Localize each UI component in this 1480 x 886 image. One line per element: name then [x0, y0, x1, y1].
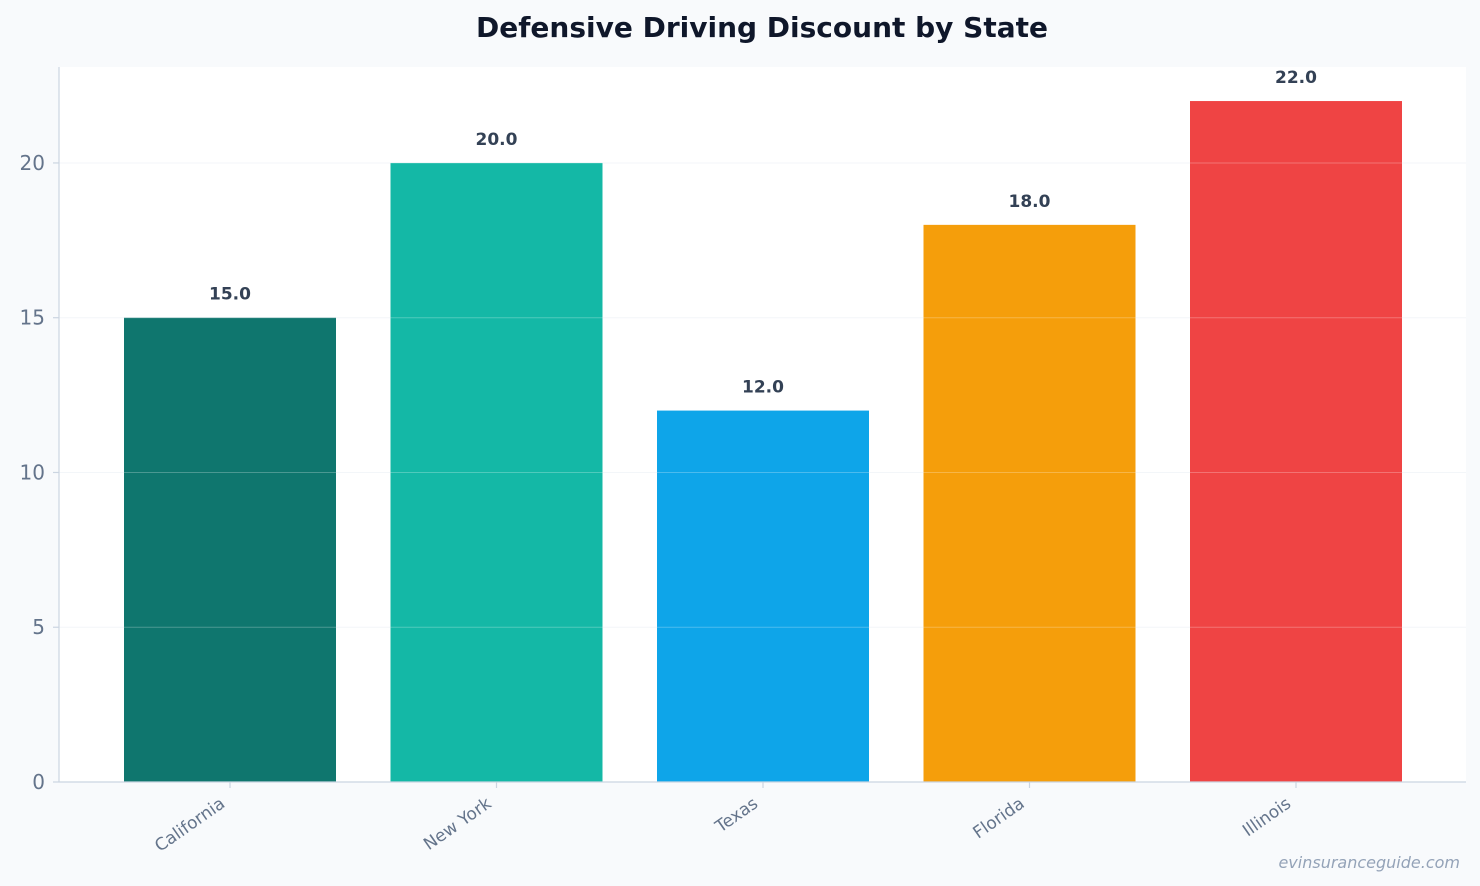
data-label: 18.0	[1009, 192, 1051, 212]
y-tick-label: 15	[20, 306, 45, 330]
watermark-text: evinsuranceguide.com	[1278, 853, 1460, 872]
y-tick-label: 10	[20, 460, 45, 484]
bar-new-york	[390, 162, 603, 782]
x-tick-label: Illinois	[1239, 794, 1295, 841]
x-tick-label: Florida	[970, 794, 1029, 844]
y-tick-label: 20	[20, 151, 45, 175]
x-tick-label: California	[151, 794, 229, 857]
x-tick-label: New York	[420, 794, 495, 855]
bar-florida	[923, 224, 1136, 782]
x-tick-label: Texas	[711, 794, 762, 838]
chart-title: Defensive Driving Discount by State	[476, 11, 1048, 44]
data-label: 22.0	[1275, 68, 1317, 88]
data-label: 15.0	[209, 285, 251, 305]
y-tick-label: 0	[32, 770, 45, 794]
data-labels: 15.0 20.0 12.0 18.0 22.0	[209, 68, 1317, 398]
y-axis-ticks: 0 5 10 15 20	[20, 151, 59, 794]
bar-illinois	[1190, 101, 1402, 783]
data-label: 12.0	[742, 378, 784, 398]
x-axis-ticks: California New York Texas Florida Illinois	[151, 782, 1297, 857]
bar-california	[124, 317, 336, 782]
bar-texas	[657, 410, 869, 782]
grid-lines-overlay	[59, 162, 1466, 628]
bars	[124, 101, 1402, 783]
data-label: 20.0	[476, 130, 518, 150]
y-tick-label: 5	[32, 615, 45, 639]
